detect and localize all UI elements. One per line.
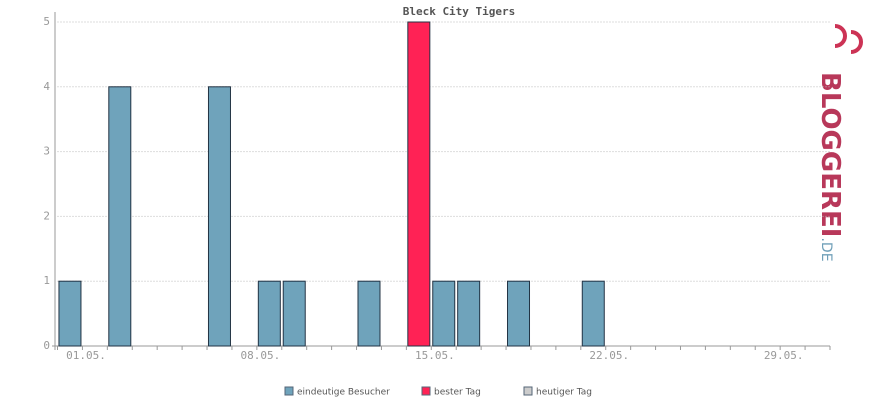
bar bbox=[581, 280, 605, 347]
x-tick-label: 29.05. bbox=[764, 349, 804, 362]
bar bbox=[282, 280, 306, 347]
x-tick-label: 15.05. bbox=[415, 349, 455, 362]
chart-title: Bleck City Tigers bbox=[403, 5, 516, 18]
y-tick-label: 1 bbox=[43, 274, 50, 287]
x-tick-label: 22.05. bbox=[589, 349, 629, 362]
legend-label: bester Tag bbox=[434, 388, 481, 398]
bar bbox=[407, 21, 431, 347]
y-tick-label: 5 bbox=[43, 15, 50, 28]
y-tick-label: 4 bbox=[43, 80, 50, 93]
bar bbox=[357, 280, 381, 347]
bar bbox=[207, 86, 231, 347]
logo bbox=[834, 24, 863, 54]
y-tick-label: 2 bbox=[43, 209, 50, 222]
bar bbox=[457, 280, 481, 347]
watermark: BLOGGEREI.DE bbox=[815, 72, 845, 262]
y-tick-label: 3 bbox=[43, 145, 50, 158]
bar bbox=[108, 86, 132, 347]
legend-swatch bbox=[421, 386, 431, 396]
watermark-name: BLOGGEREI bbox=[815, 72, 845, 237]
legend-label: heutiger Tag bbox=[536, 388, 592, 398]
bar bbox=[507, 280, 531, 347]
watermark-suffix: .DE bbox=[818, 237, 834, 261]
x-tick-label: 08.05. bbox=[241, 349, 281, 362]
bar bbox=[58, 280, 82, 347]
bar bbox=[432, 280, 456, 347]
logo-icon bbox=[834, 24, 863, 54]
y-tick-label: 0 bbox=[43, 339, 50, 352]
legend-swatch bbox=[284, 386, 294, 396]
x-tick-label: 01.05. bbox=[66, 349, 106, 362]
legend-label: eindeutige Besucher bbox=[297, 388, 390, 398]
bar bbox=[257, 280, 281, 347]
legend-swatch bbox=[523, 386, 533, 396]
